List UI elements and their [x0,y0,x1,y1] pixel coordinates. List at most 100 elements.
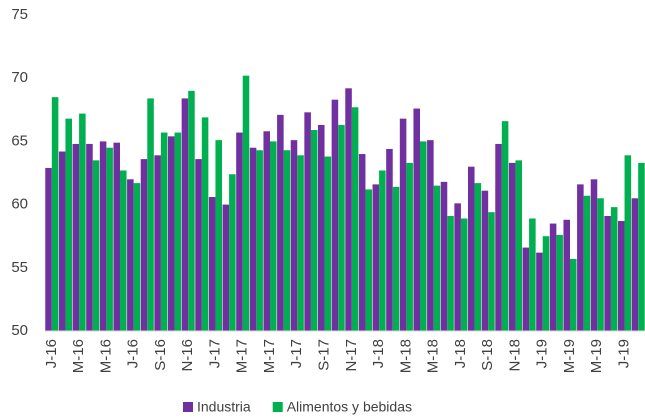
bar [590,179,598,331]
bar [236,132,243,331]
bar [195,159,202,331]
bar [610,207,618,331]
bar [263,131,270,331]
bar [577,184,584,331]
bar [488,212,495,331]
x-tick-label: M-17 [261,339,278,373]
bar [542,236,550,331]
bar [413,108,420,331]
bar [501,121,509,332]
bar [99,141,107,331]
bar [65,118,72,331]
bar [106,147,113,331]
bar [277,114,284,331]
x-tick-label: M-16 [97,339,114,373]
bar [92,160,100,331]
legend-label: Industria [197,399,251,415]
bar [447,215,454,331]
bar [201,117,209,331]
bar [310,130,318,331]
bar [181,98,189,331]
bar [345,88,352,331]
bar [242,75,250,331]
bar [58,151,66,331]
bar [249,147,257,331]
bar [508,162,516,331]
bar [495,143,502,331]
bar [420,141,427,331]
bar [399,118,407,331]
bar [331,99,339,331]
bar [440,181,448,331]
bar [481,190,489,331]
bar [270,141,277,331]
bar [51,97,59,331]
bar [427,140,434,331]
x-tick-label: N-16 [179,339,196,372]
y-tick-label: 60 [11,196,28,213]
bar [45,167,52,331]
bar [338,124,345,331]
x-tick-label: M-17 [234,339,251,373]
bar [222,204,230,331]
bar [631,198,639,331]
bar [168,136,175,331]
bar [208,197,216,331]
bar [515,160,522,331]
bar [324,156,332,331]
bar [583,195,591,331]
bar [154,155,161,331]
x-tick-label: N-18 [506,339,523,372]
bar [372,184,380,331]
x-tick-label: M-16 [70,339,87,373]
bar [556,234,563,331]
bar [256,150,263,331]
bar [624,155,632,331]
bar [386,148,393,331]
bar [365,189,372,331]
bar [529,218,536,331]
bar [113,142,120,331]
x-tick-label: S-18 [479,339,496,371]
bar [406,162,413,331]
y-tick-label: 55 [11,259,28,276]
bar [72,143,80,331]
bar [570,258,577,331]
y-tick-label: 75 [11,6,28,23]
legend-swatch [272,402,283,412]
bar [160,132,168,331]
x-tick-label: J-17 [206,339,223,368]
bar [454,203,461,331]
bar [79,113,86,331]
x-tick-label: J-19 [616,339,633,368]
y-tick-label: 65 [11,132,28,149]
x-tick-label: N-17 [343,339,360,372]
bar [304,112,311,331]
bar [133,183,141,331]
bar [563,219,570,331]
bar [127,179,134,331]
bar [318,124,325,331]
bar [433,185,441,331]
bar [283,150,291,331]
bar [536,252,543,331]
bar [549,223,557,331]
x-tick-label: J-16 [125,339,142,368]
bar [358,154,366,331]
y-tick-label: 50 [11,322,28,339]
bar [229,174,236,331]
bar [618,221,625,331]
x-tick-label: M-18 [397,339,414,373]
x-tick-label: S-17 [316,339,333,371]
bar [290,140,298,331]
bar [215,140,222,331]
bar [147,98,154,331]
bar [379,170,386,331]
legend-swatch [183,402,193,412]
x-tick-label: S-16 [152,339,169,371]
bar [297,155,304,331]
bar [392,186,400,331]
bar [468,166,475,331]
bar [86,143,93,331]
bar [120,170,127,331]
